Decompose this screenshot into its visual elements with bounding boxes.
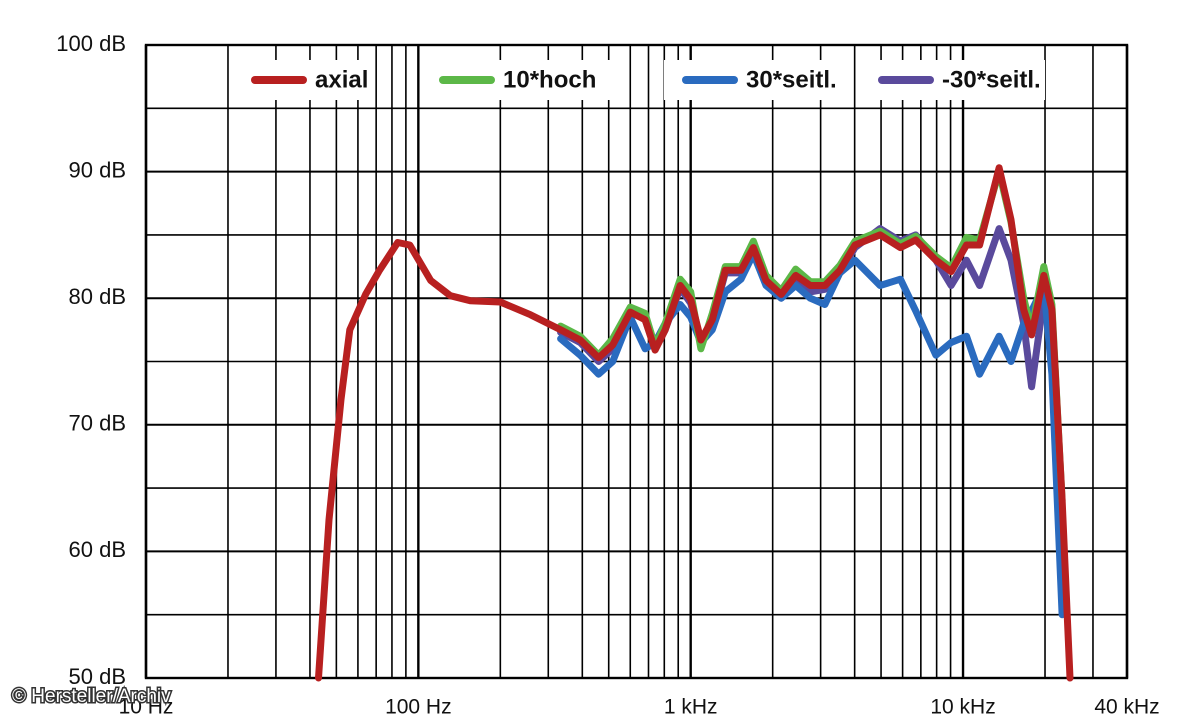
y-tick-label: 90 dB <box>69 157 127 182</box>
credit: © Hersteller/Archiv <box>12 686 171 707</box>
y-tick-label: 60 dB <box>69 537 127 562</box>
y-tick-label: 80 dB <box>69 284 127 309</box>
labels: 50 dB 60 dB 70 dB 80 dB 90 dB 100 dB 10 Hz 100 … <box>56 31 1159 719</box>
x-tick-label: 1 kHz <box>664 696 718 719</box>
x-tick-label: 10 Hz <box>119 696 174 719</box>
x-tick-label: 40 kHz <box>1094 696 1159 719</box>
x-tick-label: 10 kHz <box>930 696 995 719</box>
grid <box>144 43 1129 680</box>
legend-label: axial <box>315 66 368 93</box>
plot-frame <box>144 43 1129 680</box>
y-tick-label: 70 dB <box>69 411 127 436</box>
lines <box>315 164 1074 682</box>
legend-label: 30*seitl. <box>746 66 837 93</box>
legend-label: 10*hoch <box>503 66 596 93</box>
y-tick-label: 50 dB <box>69 664 127 689</box>
y-tick-label: 100 dB <box>56 31 126 56</box>
legend: axial 10*hoch 30*seitl. -30*seitl. <box>233 60 1045 100</box>
legend-label: -30*seitl. <box>942 66 1041 93</box>
series-line <box>557 225 1066 530</box>
series-line <box>315 164 1074 682</box>
x-tick-label: 100 Hz <box>385 696 452 719</box>
